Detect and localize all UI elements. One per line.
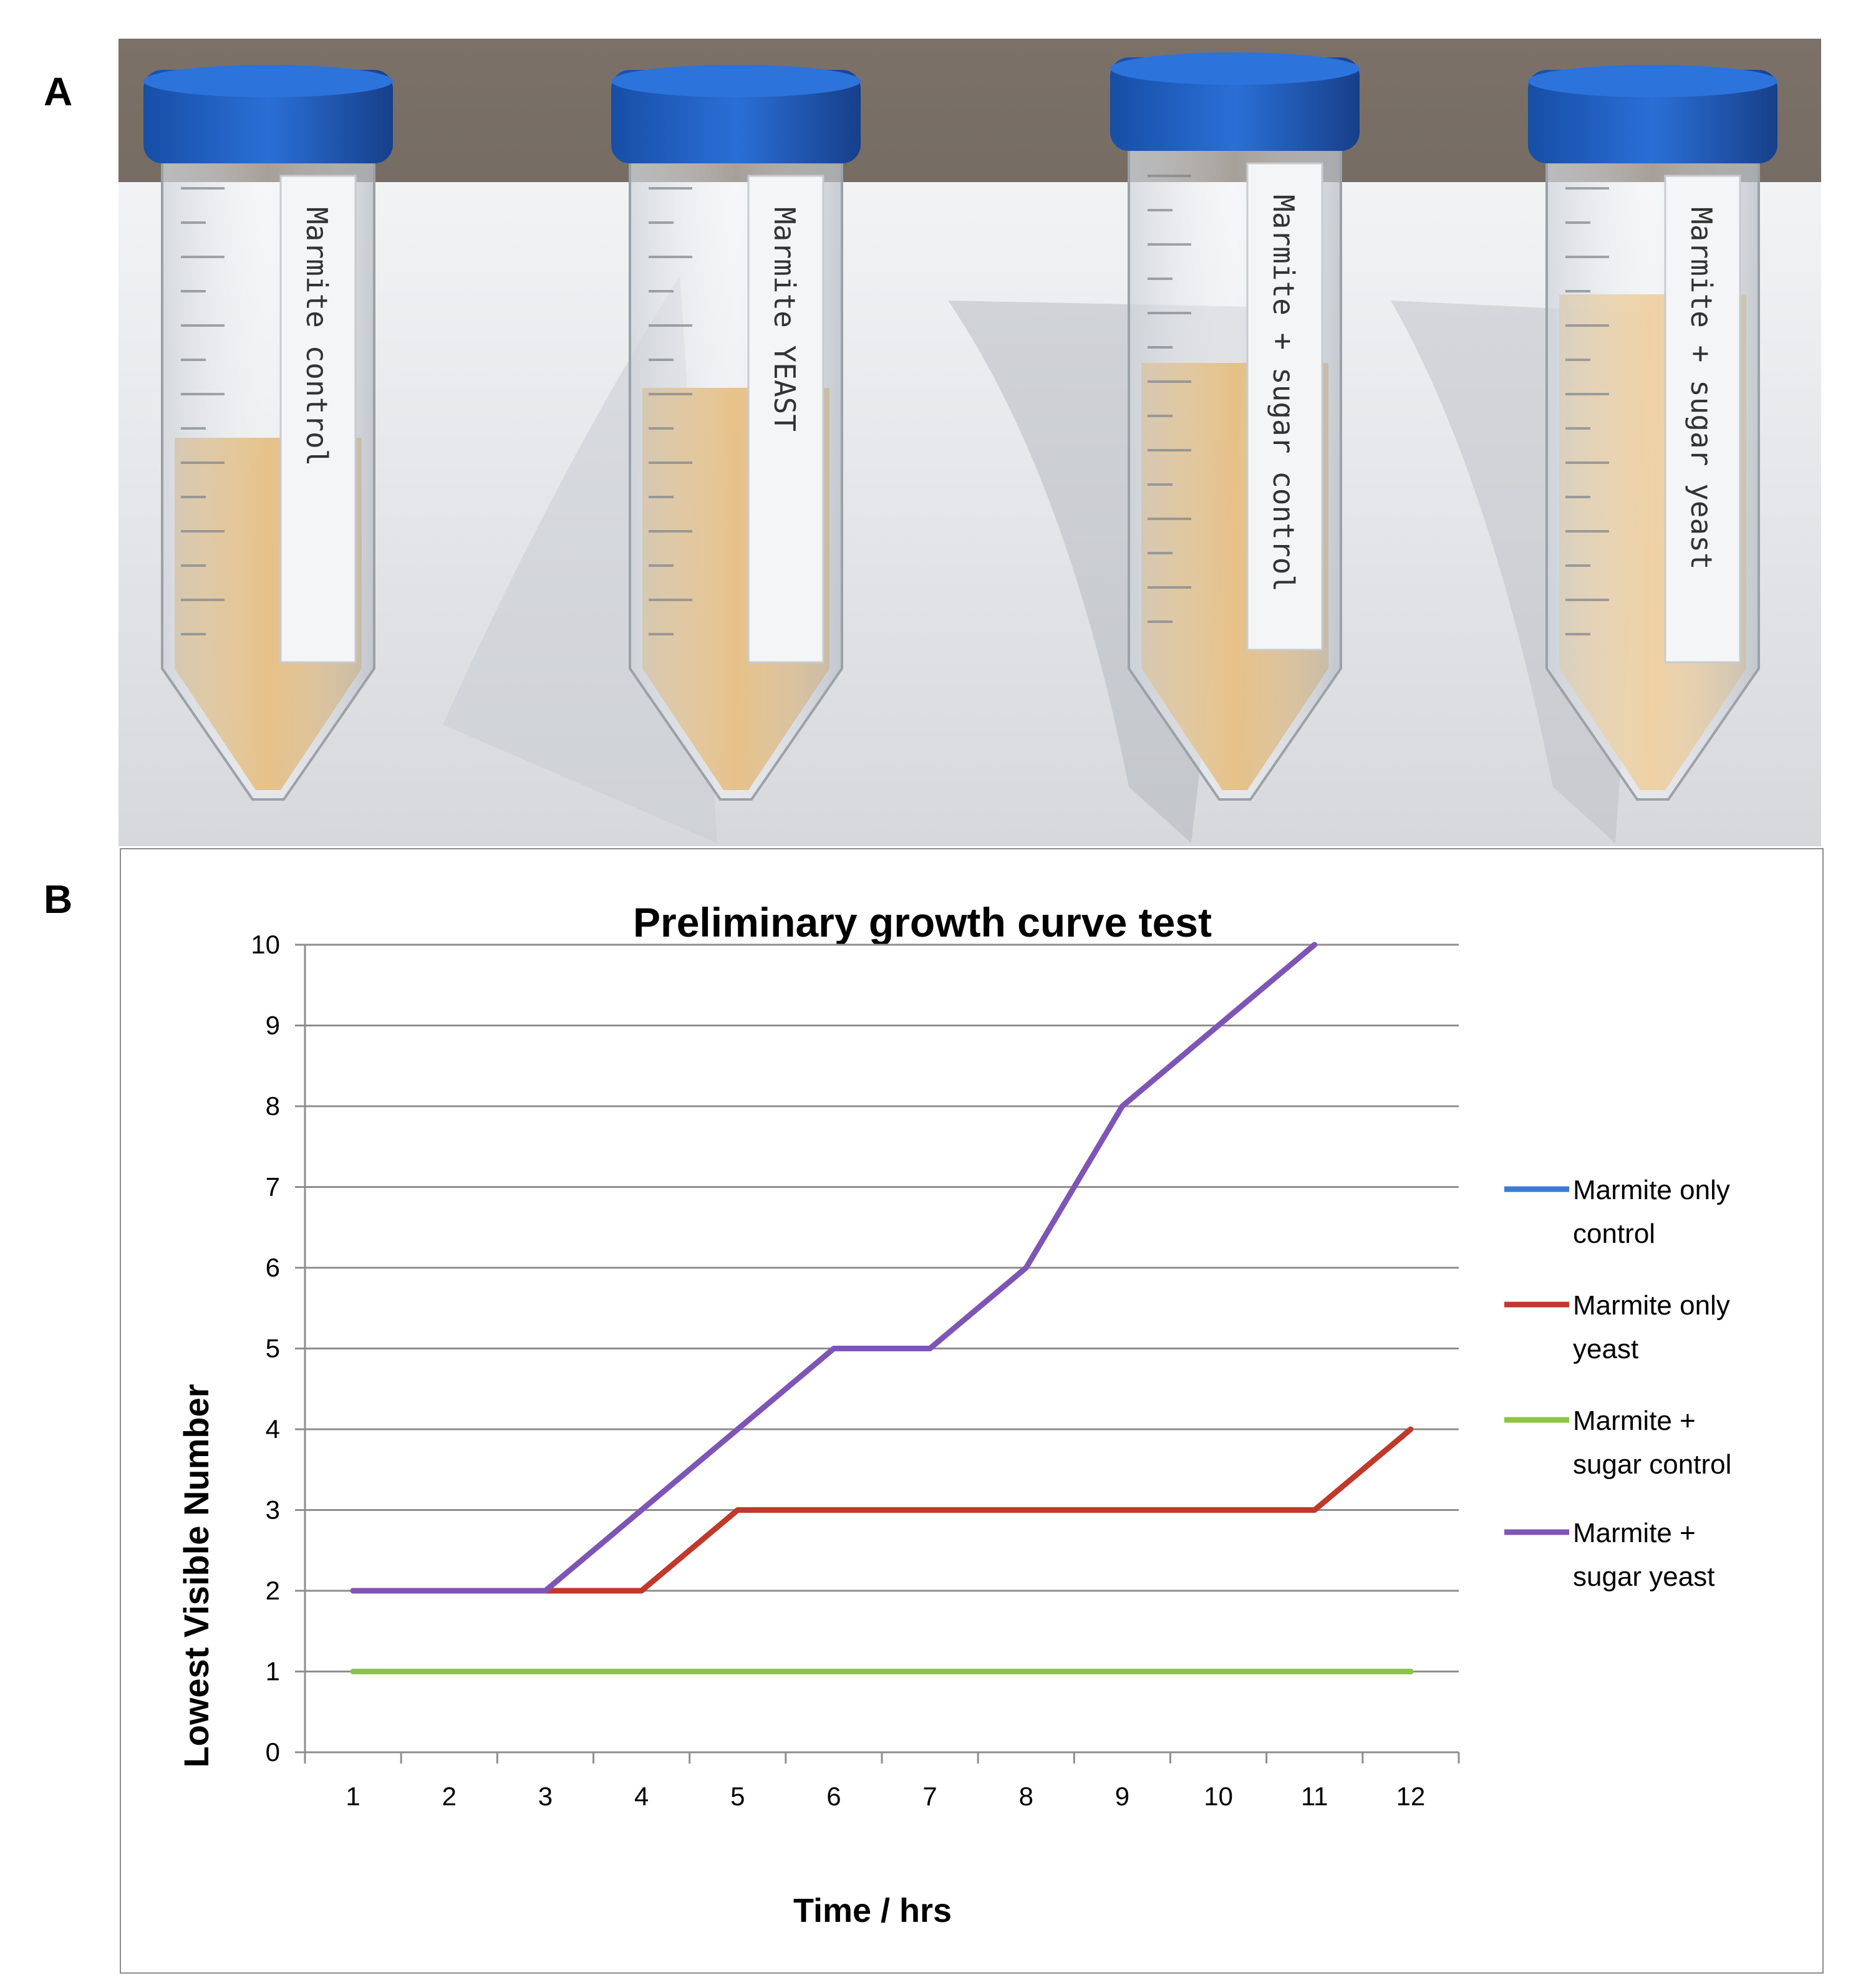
data-point	[1410, 1671, 1411, 1672]
tube-cap-top	[143, 65, 393, 97]
growth-curve-chart: Preliminary growth curve test 0123456789…	[176, 899, 1731, 1929]
x-tick-label: 2	[442, 1782, 457, 1811]
tube-handwritten-label: Marmite + sugar control	[1267, 195, 1300, 592]
x-tick-label: 3	[538, 1782, 553, 1811]
y-tick-label: 6	[266, 1253, 280, 1282]
panel-label-b: B	[44, 877, 73, 922]
legend-label: yeast	[1573, 1334, 1638, 1364]
data-point	[1410, 1429, 1411, 1430]
tube-paper-label	[1246, 162, 1323, 651]
y-tick-label: 9	[266, 1011, 280, 1040]
data-point	[929, 1348, 931, 1349]
data-point	[737, 1671, 738, 1672]
legend-label: Marmite +	[1573, 1518, 1696, 1548]
data-point	[737, 1429, 738, 1430]
data-point	[1218, 1025, 1219, 1026]
data-point	[352, 1671, 354, 1672]
legend-label: Marmite only	[1573, 1175, 1730, 1205]
legend-label: control	[1573, 1218, 1655, 1249]
y-tick-label: 1	[266, 1657, 280, 1686]
y-tick-label: 3	[266, 1495, 280, 1525]
chart-title: Preliminary growth curve test	[633, 899, 1212, 945]
tube-cap-top	[611, 65, 861, 97]
legend-label: sugar yeast	[1573, 1561, 1714, 1592]
tube-4: Marmite + sugar yeast	[1528, 65, 1777, 801]
y-tick-label: 0	[266, 1737, 280, 1767]
legend-label: Marmite +	[1573, 1406, 1696, 1436]
tube-paper-label	[747, 175, 824, 663]
x-axis-label: Time / hrs	[793, 1892, 952, 1929]
data-point	[448, 1671, 450, 1672]
x-tick-label: 10	[1204, 1782, 1233, 1811]
x-tick-label: 6	[826, 1782, 841, 1811]
data-point	[833, 1348, 834, 1349]
x-tick-label: 8	[1019, 1782, 1033, 1811]
x-tick-label: 11	[1301, 1782, 1328, 1811]
data-point	[641, 1671, 642, 1672]
tube-cap-top	[1528, 65, 1777, 97]
tube-paper-label	[279, 175, 357, 663]
y-tick-label: 7	[266, 1172, 280, 1202]
tube-photo: Marmite control Marmite YEAST Marmite + su…	[118, 39, 1821, 846]
tray	[118, 182, 1821, 846]
tube-2: Marmite YEAST	[611, 65, 861, 801]
data-point	[1218, 1671, 1219, 1672]
data-point	[1121, 1671, 1123, 1672]
tube-handwritten-label: Marmite + sugar yeast	[1685, 207, 1718, 570]
legend-item-4: Marmite + sugar yeast	[1504, 1518, 1714, 1592]
y-tick-label: 4	[266, 1414, 280, 1444]
y-tick-label: 5	[266, 1334, 280, 1363]
legend-item-3: Marmite + sugar control	[1504, 1406, 1731, 1480]
y-tick-label: 8	[266, 1091, 280, 1121]
legend-item-1: Marmite only control	[1504, 1175, 1730, 1249]
legend-label: Marmite only	[1573, 1290, 1730, 1321]
tube-paper-label	[1664, 175, 1741, 663]
y-tick-label: 2	[266, 1576, 280, 1605]
data-point	[1025, 1671, 1027, 1672]
y-tick-label: 10	[251, 930, 280, 959]
y-axis-label: Lowest Visible Number	[176, 1384, 216, 1767]
data-point	[1314, 1671, 1315, 1672]
data-point	[929, 1671, 931, 1672]
tube-cap-top	[1110, 52, 1360, 85]
x-tick-label: 4	[634, 1782, 649, 1811]
x-tick-label: 1	[346, 1782, 360, 1811]
legend-item-2: Marmite only yeast	[1504, 1290, 1730, 1364]
x-tick-label: 5	[730, 1782, 745, 1811]
data-point	[833, 1671, 834, 1672]
x-tick-label: 7	[922, 1782, 937, 1811]
tube-3: Marmite + sugar control	[1110, 52, 1360, 801]
panel-label-a: A	[44, 69, 73, 114]
tube-handwritten-label: Marmite control	[300, 207, 334, 466]
legend-label: sugar control	[1573, 1449, 1731, 1480]
data-point	[544, 1671, 546, 1672]
tube-handwritten-label: Marmite YEAST	[768, 207, 801, 432]
x-tick-label: 9	[1115, 1782, 1129, 1811]
data-point	[1121, 1106, 1123, 1107]
x-tick-label: 12	[1396, 1782, 1426, 1811]
tube-1: Marmite control	[143, 65, 393, 801]
